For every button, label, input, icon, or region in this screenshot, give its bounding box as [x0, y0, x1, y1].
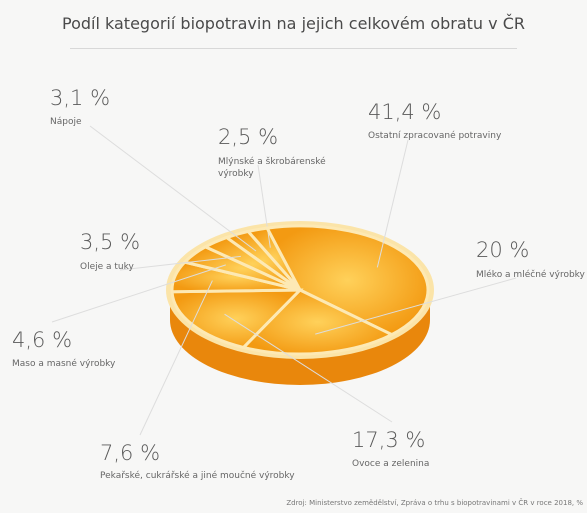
wedge: [264, 224, 430, 337]
leader-line: [89, 125, 257, 252]
leader-line: [224, 313, 393, 423]
title-rule: [70, 48, 517, 49]
value-label: 20 %: [476, 238, 530, 262]
category-label: Mléko a mléčné výrobky: [476, 270, 585, 280]
wedge: [202, 235, 301, 292]
category-label: Oleje a tuky: [80, 262, 134, 272]
value-label: 41,4 %: [368, 100, 442, 124]
chart-title: Podíl kategorií biopotravin na jejich ce…: [62, 14, 525, 33]
category-label: Nápoje: [50, 117, 82, 127]
category-label: Ovoce a zelenina: [352, 459, 430, 469]
leader-line: [139, 280, 213, 436]
value-label: 3,5 %: [80, 230, 141, 254]
source: Zdroj: Ministerstvo zemědělství, Zpráva …: [286, 499, 583, 507]
leader-line: [376, 139, 409, 268]
category-label: Ostatní zpracované potraviny: [368, 131, 502, 141]
leader-line: [315, 277, 517, 335]
value-label: 4,6 %: [12, 328, 73, 352]
leader-line: [51, 264, 226, 323]
leader-line: [119, 255, 241, 271]
value-label: 2,5 %: [218, 125, 279, 149]
category-label: Pekařské, cukrářské a jiné moučné výrobk…: [100, 471, 295, 481]
value-label: 3,1 %: [50, 86, 111, 110]
wedge: [240, 288, 396, 356]
value-label: 7,6 %: [100, 441, 161, 465]
category-label: Mlýnské a škrobárenské výrobky: [218, 157, 326, 179]
category-label: Maso a masné výrobky: [12, 359, 116, 369]
leader-line: [257, 164, 271, 248]
value-label: 17,3 %: [352, 428, 426, 452]
